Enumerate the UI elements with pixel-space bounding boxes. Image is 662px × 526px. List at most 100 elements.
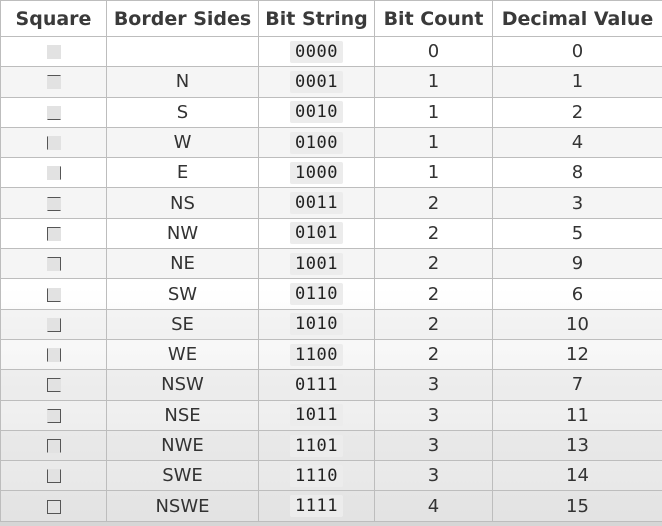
bit-string-code: 0000: [290, 40, 343, 63]
bit-string-code: 0111: [290, 373, 343, 396]
bit-string-cell: 0010: [258, 96, 375, 128]
header-row: Square Border Sides Bit String Bit Count…: [0, 0, 662, 37]
bordered-square-icon: [46, 378, 61, 393]
bordered-square-icon: [46, 226, 61, 241]
bordered-square-icon: [46, 408, 61, 423]
decimal-value-cell: 4: [492, 126, 662, 159]
square-cell: [0, 490, 107, 522]
square-cell: [0, 308, 107, 340]
border-sides-cell: NS: [106, 187, 259, 219]
bit-string-cell: 1110: [258, 460, 375, 492]
decimal-value-cell: 11: [492, 399, 662, 431]
border-sides-cell: SW: [106, 278, 259, 310]
bit-string-cell: 0000: [258, 35, 375, 68]
border-sides-cell: NE: [106, 248, 259, 280]
square-cell: [0, 429, 107, 462]
bit-string-code: 1101: [290, 434, 343, 457]
square-cell: [0, 460, 107, 492]
border-sides-cell: W: [106, 126, 259, 159]
bit-count-cell: 2: [374, 278, 493, 310]
square-cell: [0, 66, 107, 98]
bit-string-code: 0110: [290, 283, 343, 306]
bit-count-cell: 1: [374, 96, 493, 128]
bit-count-cell: 2: [374, 248, 493, 280]
border-sides-cell: [106, 35, 259, 68]
bit-string-code: 0010: [290, 101, 343, 124]
border-sides-cell: E: [106, 157, 259, 189]
bordered-square-icon: [46, 75, 61, 90]
bordered-square-icon: [46, 317, 61, 332]
bit-count-cell: 1: [374, 66, 493, 98]
bordered-square-icon: [46, 166, 61, 181]
bordered-square-icon: [46, 257, 61, 272]
table-row: W 0100 1 4: [0, 126, 662, 159]
decimal-value-cell: 8: [492, 157, 662, 189]
border-sides-cell: NW: [106, 217, 259, 250]
bit-string-code: 0001: [290, 70, 343, 93]
border-sides-cell: SE: [106, 308, 259, 340]
bit-string-cell: 0100: [258, 126, 375, 159]
bit-string-code: 1011: [290, 404, 343, 427]
decimal-value-cell: 9: [492, 248, 662, 280]
bordered-square-icon: [46, 105, 61, 120]
bit-count-cell: 3: [374, 460, 493, 492]
bit-string-code: 0101: [290, 222, 343, 245]
square-cell: [0, 369, 107, 401]
bit-count-cell: 4: [374, 490, 493, 522]
border-sides-cell: S: [106, 96, 259, 128]
bit-string-cell: 1011: [258, 399, 375, 431]
bit-string-cell: 0110: [258, 278, 375, 310]
bit-string-cell: 1001: [258, 248, 375, 280]
bordered-square-icon: [46, 287, 61, 302]
bit-string-cell: 1010: [258, 308, 375, 340]
table-row: NWE 1101 3 13: [0, 429, 662, 462]
square-cell: [0, 126, 107, 159]
decimal-value-cell: 3: [492, 187, 662, 219]
table-row: 0000 0 0: [0, 35, 662, 68]
bit-count-cell: 1: [374, 157, 493, 189]
bit-count-cell: 2: [374, 338, 493, 371]
bordered-square-icon: [46, 469, 61, 484]
bit-count-cell: 0: [374, 35, 493, 68]
square-cell: [0, 157, 107, 189]
table-row: NSW 0111 3 7: [0, 369, 662, 401]
bit-string-code: 1000: [290, 161, 343, 184]
table-row: NS 0011 2 3: [0, 187, 662, 219]
bit-count-cell: 2: [374, 217, 493, 250]
decimal-value-cell: 13: [492, 429, 662, 462]
table-row: E 1000 1 8: [0, 157, 662, 189]
table-row: SW 0110 2 6: [0, 278, 662, 310]
decimal-value-cell: 15: [492, 490, 662, 522]
bit-count-cell: 2: [374, 187, 493, 219]
border-sides-cell: NWE: [106, 429, 259, 462]
table-row: NE 1001 2 9: [0, 248, 662, 280]
decimal-value-cell: 7: [492, 369, 662, 401]
decimal-value-cell: 2: [492, 96, 662, 128]
border-sides-cell: SWE: [106, 460, 259, 492]
bit-string-cell: 1100: [258, 338, 375, 371]
table-row: WE 1100 2 12: [0, 338, 662, 371]
square-cell: [0, 278, 107, 310]
bit-count-cell: 3: [374, 429, 493, 462]
square-cell: [0, 187, 107, 219]
border-sides-cell: NSE: [106, 399, 259, 431]
table-row: S 0010 1 2: [0, 96, 662, 128]
table-body: 0000 0 0 N 0001 1 1 S 0010 1 2 W 0100 1 4 E 1000 1 8 NS 0011…: [0, 35, 662, 522]
table-row: NW 0101 2 5: [0, 217, 662, 250]
bordered-square-icon: [46, 45, 61, 60]
decimal-value-cell: 6: [492, 278, 662, 310]
bit-count-cell: 1: [374, 126, 493, 159]
border-sides-cell: WE: [106, 338, 259, 371]
square-cell: [0, 399, 107, 431]
table-row: SE 1010 2 10: [0, 308, 662, 340]
header-decimal-value: Decimal Value: [492, 0, 662, 37]
header-square: Square: [0, 0, 107, 37]
square-cell: [0, 35, 107, 68]
bit-count-cell: 3: [374, 369, 493, 401]
decimal-value-cell: 14: [492, 460, 662, 492]
decimal-value-cell: 5: [492, 217, 662, 250]
bit-string-code: 1111: [290, 495, 343, 518]
square-cell: [0, 248, 107, 280]
square-cell: [0, 338, 107, 371]
